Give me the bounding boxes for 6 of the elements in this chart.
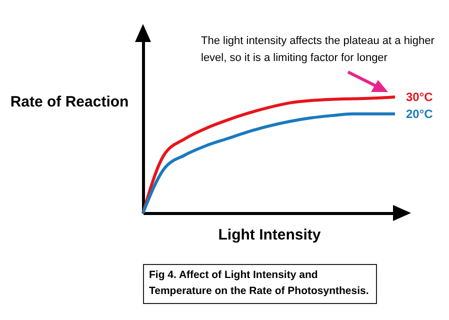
text: The light intensity affects the plateau at a higher level, so it is a limiting factor for longer [201,34,436,66]
y-axis-title: Rate of Reaction [10,94,129,110]
series-label: 30°C [406,90,434,104]
caption: Fig 4. Affect of Light Intensity and Temperature on the Rate of Photosynthesis. [143,264,377,304]
x-axis-title: Light Intensity [218,226,322,244]
series-label: 20°C [406,106,434,121]
